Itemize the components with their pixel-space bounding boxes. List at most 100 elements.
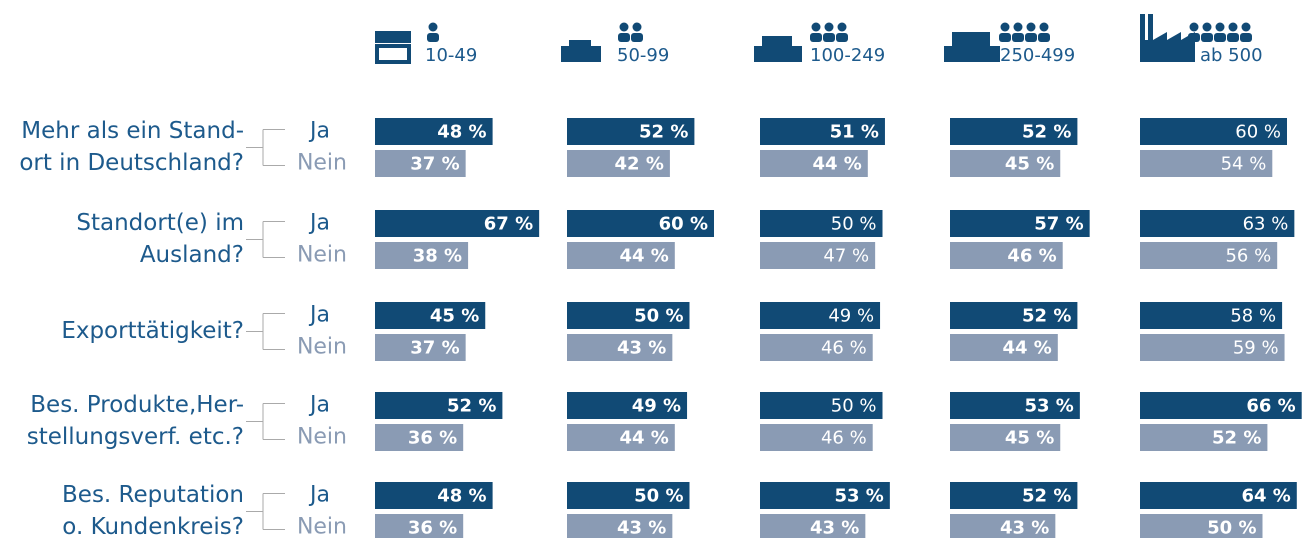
question-label: Bes. Reputation: [62, 482, 244, 508]
group-label: 100-249: [810, 45, 885, 66]
value-label: 47 %: [823, 246, 869, 267]
factory-icon: [1140, 14, 1195, 62]
value-label: 52 %: [447, 396, 496, 417]
bar: [567, 334, 673, 361]
value-label: 50 %: [831, 396, 877, 417]
person-icon: [1000, 22, 1010, 32]
bar: [1140, 482, 1297, 509]
group-label: 250-499: [1000, 45, 1075, 66]
value-label: 44 %: [619, 246, 668, 267]
building-icon: [561, 46, 571, 62]
value-label: 60 %: [659, 214, 708, 235]
series-label: Ja: [308, 119, 330, 144]
person-icon: [1025, 33, 1037, 42]
value-label: 37 %: [410, 338, 459, 359]
person-icon: [428, 22, 438, 32]
building-icon: [754, 46, 764, 62]
building-icon: [591, 46, 601, 62]
bar: [375, 392, 503, 419]
bar: [760, 242, 876, 269]
value-label: 44 %: [1002, 338, 1051, 359]
person-icon: [824, 22, 834, 32]
bar: [375, 210, 540, 237]
person-icon: [1026, 22, 1036, 32]
person-icon: [836, 33, 848, 42]
bar: [567, 424, 675, 451]
question-label: ort in Deutschland?: [19, 150, 244, 176]
bracket: [246, 129, 285, 166]
value-label: 59 %: [1233, 338, 1279, 359]
bar: [950, 210, 1090, 237]
series-label: Ja: [308, 303, 330, 328]
value-label: 48 %: [437, 486, 486, 507]
bracket: [246, 493, 285, 530]
person-icon: [427, 33, 439, 42]
bar: [760, 210, 883, 237]
question-label: Exporttätigkeit?: [61, 318, 244, 344]
value-label: 50 %: [1207, 518, 1256, 538]
bar: [1140, 392, 1302, 419]
value-label: 49 %: [828, 306, 874, 327]
value-label: 63 %: [1243, 214, 1289, 235]
bar: [1140, 514, 1263, 538]
value-label: 57 %: [1034, 214, 1083, 235]
value-label: 56 %: [1225, 246, 1271, 267]
building-icon: [990, 46, 1000, 62]
value-label: 54 %: [1221, 154, 1267, 175]
bar: [950, 514, 1056, 538]
bar: [375, 334, 466, 361]
value-label: 58 %: [1230, 306, 1276, 327]
bar: [567, 242, 675, 269]
person-icon: [1013, 22, 1023, 32]
person-icon: [837, 22, 847, 32]
value-label: 46 %: [1007, 246, 1056, 267]
building-icon: [569, 40, 591, 62]
value-label: 64 %: [1241, 486, 1290, 507]
value-label: 45 %: [430, 306, 479, 327]
group-label: ab 500: [1200, 45, 1263, 66]
person-icon: [1038, 33, 1050, 42]
bar: [950, 242, 1063, 269]
bar: [950, 334, 1058, 361]
bracket: [246, 313, 285, 350]
series-label: Nein: [297, 425, 347, 450]
bar: [375, 424, 464, 451]
bar: [375, 118, 493, 145]
person-icon: [823, 33, 835, 42]
value-label: 36 %: [408, 518, 457, 538]
series-label: Nein: [297, 335, 347, 360]
shop-icon: [375, 44, 411, 64]
bar: [950, 482, 1078, 509]
question-label: Mehr als ein Stand-: [21, 118, 244, 144]
value-label: 52 %: [1022, 306, 1071, 327]
value-label: 49 %: [632, 396, 681, 417]
series-label: Ja: [308, 211, 330, 236]
person-icon: [1215, 22, 1225, 32]
question-label: Ausland?: [140, 242, 244, 268]
person-icon: [1189, 22, 1199, 32]
value-label: 46 %: [821, 428, 867, 449]
bar: [567, 150, 670, 177]
building-icon: [944, 46, 954, 62]
person-icon: [632, 22, 642, 32]
bar: [567, 482, 690, 509]
person-icon: [1214, 33, 1226, 42]
value-label: 67 %: [484, 214, 533, 235]
person-icon: [618, 33, 630, 42]
bar: [567, 392, 688, 419]
series-label: Ja: [308, 393, 330, 418]
bar: [1140, 210, 1295, 237]
value-label: 50 %: [634, 486, 683, 507]
person-icon: [810, 33, 822, 42]
question-label: stellungsverf. etc.?: [27, 424, 244, 450]
value-label: 66 %: [1246, 396, 1295, 417]
person-icon: [811, 22, 821, 32]
person-icon: [1240, 33, 1252, 42]
bar: [375, 514, 464, 538]
bar: [567, 514, 673, 538]
value-label: 43 %: [617, 338, 666, 359]
building-icon: [952, 32, 990, 62]
bar: [375, 302, 486, 329]
value-label: 50 %: [634, 306, 683, 327]
